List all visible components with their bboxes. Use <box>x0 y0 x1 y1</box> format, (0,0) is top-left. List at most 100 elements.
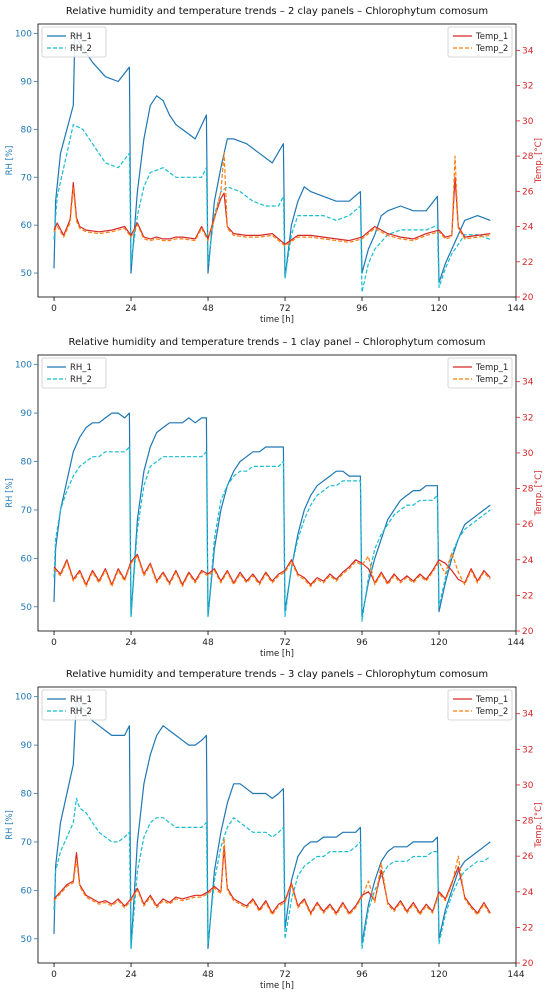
legend-box <box>41 26 107 58</box>
y-tick-label: 60 <box>21 554 33 564</box>
y-tick-label: 80 <box>21 125 33 135</box>
y2-axis-label: Temp. [°C] <box>534 138 544 184</box>
x-tick-label: 0 <box>51 970 57 980</box>
series-line-rh-1 <box>53 696 491 950</box>
legend-label: Temp_1 <box>475 695 508 705</box>
legend-rh: RH_1 RH_2 <box>41 357 107 389</box>
chart-title: Relative humidity and temperature trends… <box>68 337 485 348</box>
legend-rh: RH_1 RH_2 <box>41 26 107 58</box>
y2-tick-label: 30 <box>522 117 534 127</box>
legend-label: Temp_1 <box>475 363 508 373</box>
y2-tick-label: 24 <box>522 888 534 898</box>
chart-title: Relative humidity and temperature trends… <box>66 6 488 17</box>
chart-panel-3: Relative humidity and temperature trends… <box>5 669 544 991</box>
x-tick-label: 72 <box>279 970 290 980</box>
x-tick-label: 72 <box>279 638 290 648</box>
y-tick-label: 90 <box>21 409 33 419</box>
y2-tick-label: 30 <box>522 449 534 459</box>
series-line-rh-1 <box>53 32 491 284</box>
x-tick-label: 24 <box>125 970 137 980</box>
y-tick-label: 70 <box>21 838 33 848</box>
x-tick-label: 0 <box>51 304 57 314</box>
legend-label: RH_2 <box>70 375 92 385</box>
legend-label: Temp_1 <box>475 32 508 42</box>
legend-label: Temp_2 <box>475 375 508 385</box>
y-axis-label: RH [%] <box>5 810 15 840</box>
x-tick-label: 48 <box>202 970 214 980</box>
legend-label: Temp_2 <box>475 707 508 717</box>
y2-axis-label: Temp. [°C] <box>534 803 544 849</box>
x-tick-label: 48 <box>202 638 214 648</box>
plot-frame <box>37 23 517 298</box>
y2-tick-label: 28 <box>522 817 534 827</box>
y2-tick-label: 22 <box>522 591 533 601</box>
y-tick-label: 70 <box>21 506 33 516</box>
plot-frame <box>37 686 517 964</box>
y2-tick-label: 28 <box>522 152 534 162</box>
legend-box <box>447 357 513 389</box>
legend-box <box>447 26 513 58</box>
legend-box <box>41 689 107 721</box>
x-tick-label: 144 <box>507 970 524 980</box>
y-axis-label: RH [%] <box>5 478 15 508</box>
series-line-temp-1 <box>53 553 491 586</box>
series-line-rh-2 <box>53 123 491 293</box>
series-line-temp-2 <box>53 837 491 916</box>
y-tick-label: 50 <box>21 603 33 613</box>
series-line-rh-2 <box>53 797 491 950</box>
y-tick-label: 90 <box>21 77 33 87</box>
x-axis-label: time [h] <box>260 315 294 325</box>
y2-tick-label: 20 <box>522 627 534 637</box>
series-group <box>53 696 491 950</box>
y2-axis-label: Temp. [°C] <box>534 471 544 517</box>
y2-tick-label: 34 <box>522 710 534 720</box>
series-line-temp-2 <box>53 152 491 247</box>
legend-label: RH_1 <box>70 695 92 705</box>
y-tick-label: 80 <box>21 458 33 468</box>
y2-tick-label: 26 <box>522 187 534 197</box>
legend-label: RH_2 <box>70 707 92 717</box>
x-tick-label: 72 <box>279 304 290 314</box>
legend-temp: Temp_1 Temp_2 <box>447 689 513 721</box>
series-line-temp-1 <box>53 846 491 914</box>
y2-tick-label: 20 <box>522 959 534 969</box>
series-line-temp-2 <box>53 552 491 588</box>
x-tick-label: 120 <box>430 970 447 980</box>
series-group <box>53 32 491 293</box>
y2-tick-label: 34 <box>522 378 534 388</box>
x-tick-label: 144 <box>507 638 524 648</box>
chart-panel-1: Relative humidity and temperature trends… <box>5 6 544 325</box>
y2-tick-label: 22 <box>522 923 533 933</box>
x-tick-label: 24 <box>125 638 137 648</box>
plot-frame <box>37 354 517 632</box>
y2-tick-label: 32 <box>522 413 533 423</box>
y-tick-label: 60 <box>21 221 33 231</box>
y2-tick-label: 24 <box>522 556 534 566</box>
y-axis-label: RH [%] <box>5 146 15 176</box>
y-tick-label: 70 <box>21 173 33 183</box>
y2-tick-label: 34 <box>522 46 534 56</box>
legend-rh: RH_1 RH_2 <box>41 689 107 721</box>
legend-box <box>447 689 513 721</box>
y2-tick-label: 32 <box>522 745 533 755</box>
chart-panel-2: Relative humidity and temperature trends… <box>5 337 544 659</box>
x-tick-label: 120 <box>430 304 447 314</box>
legend-label: RH_1 <box>70 363 92 373</box>
y2-tick-label: 24 <box>522 223 534 233</box>
y2-tick-label: 30 <box>522 781 534 791</box>
legend-label: Temp_2 <box>475 44 508 54</box>
x-tick-label: 96 <box>356 970 368 980</box>
x-tick-label: 120 <box>430 638 447 648</box>
y2-tick-label: 32 <box>522 82 533 92</box>
series-line-temp-1 <box>53 176 491 245</box>
x-tick-label: 144 <box>507 304 524 314</box>
y2-tick-label: 22 <box>522 258 533 268</box>
y-tick-label: 80 <box>21 790 33 800</box>
y2-tick-label: 26 <box>522 520 534 530</box>
legend-temp: Temp_1 Temp_2 <box>447 357 513 389</box>
x-tick-label: 96 <box>356 304 368 314</box>
legend-label: RH_2 <box>70 44 92 54</box>
y2-tick-label: 26 <box>522 852 534 862</box>
y-tick-label: 50 <box>21 935 33 945</box>
